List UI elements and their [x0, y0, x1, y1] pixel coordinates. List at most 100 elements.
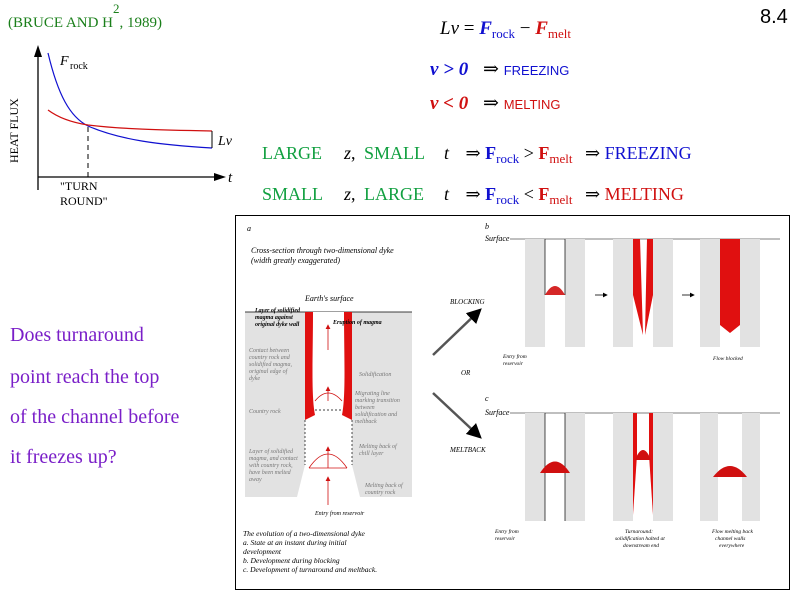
- rule-t-size: SMALL: [364, 143, 426, 163]
- graph-xlabel: t: [228, 170, 233, 186]
- rock-wall-b3-left: [700, 239, 720, 347]
- rule-result: FREEZING: [604, 143, 692, 163]
- citation-year: , 1989): [119, 15, 163, 31]
- layer-label-2: magma against: [255, 315, 293, 321]
- rule-freezing: LARGE z, SMALL t ⇒ Frock > Fmelt ⇒ FREEZIN…: [262, 143, 692, 166]
- melting-country-label-1: Melting back of: [364, 482, 404, 489]
- rule-z-size: SMALL: [262, 184, 324, 204]
- panel-c-label: c: [485, 394, 489, 403]
- migrating-label-1: Migrating line: [354, 391, 390, 397]
- condition-freezing: v > 0 ⇒ FREEZING: [430, 58, 569, 81]
- rock-wall-c3-right: [742, 413, 760, 521]
- or-label: OR: [461, 369, 471, 377]
- contact-label-5: dyke: [249, 376, 260, 382]
- country-rock-label: Country rock: [249, 409, 281, 415]
- rule-arrow1: ⇒: [465, 143, 481, 163]
- rule-melting: SMALL z, LARGE t ⇒ Frock < Fmelt ⇒ MELTING: [262, 184, 684, 207]
- eq-lhs: Lv: [440, 18, 459, 39]
- contact-label-1: Contact between: [249, 348, 289, 354]
- graph-ylabel: HEAT FLUX: [7, 98, 21, 163]
- contact-label-3: solidified magma,: [249, 361, 292, 368]
- channel-walls-b1: [544, 239, 566, 295]
- heat-flux-graph: HEAT FLUX t F rock Lv "TURN ROUND": [7, 45, 233, 208]
- rule-f1: F: [485, 184, 497, 204]
- layer-melt-label-1: Layer of solidified: [248, 448, 294, 455]
- question-line-3: of the channel before: [10, 406, 180, 428]
- slide-number: 8.4: [760, 6, 788, 28]
- entry-c-label-1: Entry from: [494, 528, 519, 535]
- profile-c3: [713, 466, 747, 477]
- rule-f1-sub: rock: [496, 192, 520, 207]
- condition-arrow: ⇒: [483, 93, 499, 114]
- rule-z: z: [344, 143, 352, 163]
- rock-wall-b1-right: [565, 239, 585, 347]
- rule-f2: F: [538, 143, 550, 163]
- graph-turn-label-2: ROUND": [60, 194, 108, 208]
- migrating-label-5: meltback: [355, 419, 377, 425]
- melting-chill-label-1: Melting back of: [358, 443, 398, 450]
- rock-wall-c2-right: [653, 413, 673, 521]
- solidified-b2-right: [645, 239, 653, 335]
- entry-b-label-2: reservoir: [503, 361, 524, 367]
- question-line-4: it freezes up?: [10, 446, 117, 468]
- eq-term1: F: [479, 18, 492, 39]
- layer-melt-label-2: magma, and contact: [249, 456, 298, 462]
- caption-line: b. Development during blocking: [243, 556, 340, 565]
- rule-op: <: [523, 184, 534, 204]
- eruption-label: Eruption of magma: [332, 320, 382, 326]
- solidified-b2-left: [633, 239, 643, 335]
- solidified-b3-right: [730, 239, 740, 333]
- layer-label-3: original dyke wall: [255, 322, 300, 328]
- graph-y-arrow: [34, 45, 42, 57]
- rule-t: t: [444, 184, 450, 204]
- main-equation: Lv = Frock − Fmelt: [440, 18, 571, 42]
- caption-line: a. State at an instant during initial: [243, 538, 347, 547]
- dyke-channel: [297, 312, 360, 497]
- question-line-2: point reach the top: [10, 366, 160, 388]
- layer-melt-label-3: with country rock,: [249, 463, 293, 469]
- solidified-layer-right: [342, 312, 352, 420]
- solidification-label: Solidification: [359, 371, 391, 378]
- profile-c1: [540, 461, 570, 473]
- migrating-label-3: between: [355, 405, 375, 411]
- entry-c-label-2: reservoir: [495, 536, 516, 542]
- caption-line: The evolution of a two-dimensional dyke: [243, 529, 366, 538]
- rule-result: MELTING: [604, 184, 684, 204]
- figure-title-1: Cross-section through two-dimensional dy…: [251, 246, 394, 255]
- rule-f1: F: [485, 143, 497, 163]
- rock-wall-b3-right: [740, 239, 760, 347]
- eq-term1-sub: rock: [491, 26, 516, 41]
- eq-equals: =: [463, 18, 475, 39]
- rock-flux-curve: [47, 52, 213, 149]
- rock-wall-b2-left: [613, 239, 633, 347]
- panel-b-label: b: [485, 222, 489, 231]
- meltback-arrow: [432, 392, 482, 439]
- profile-c2: [635, 450, 651, 460]
- meltback-label: MELTBACK: [449, 446, 486, 454]
- contact-label-2: country rock and: [249, 355, 291, 361]
- flow-melt-label-2: channel walls: [715, 536, 745, 542]
- flow-blocked-label: Flow blocked: [712, 356, 743, 362]
- graph-curve-label-sub: rock: [70, 61, 88, 72]
- condition-lhs: v > 0: [430, 59, 469, 80]
- graph-turn-label-1: "TURN: [60, 179, 98, 193]
- entry-b-label-1: Entry from: [502, 353, 527, 360]
- rule-f2: F: [538, 184, 550, 204]
- citation-superscript: 2: [113, 1, 120, 16]
- solidified-b3-left: [720, 239, 730, 333]
- turn-c-label-2: solidification halted at: [615, 535, 665, 542]
- rock-wall-c2-left: [613, 413, 633, 521]
- condition-result: MELTING: [503, 97, 561, 112]
- turn-c-label-1: Turnaround:: [625, 529, 653, 535]
- blocking-arrow: [432, 308, 482, 356]
- solidified-layer-left: [305, 312, 315, 420]
- dyke-figure: a Cross-section through two-dimensional …: [235, 215, 790, 590]
- rule-arrow2: ⇒: [585, 184, 601, 204]
- flow-melt-label-1: Flow melting back: [711, 529, 753, 535]
- migrating-label-4: solidification and: [355, 411, 398, 418]
- rule-t-size: LARGE: [364, 184, 425, 204]
- flow-melt-label-3: everywhere: [719, 543, 745, 549]
- turn-c-label-3: downstream end: [623, 543, 659, 549]
- layer-melt-label-4: have been melted: [249, 470, 292, 476]
- melting-chill-label-2: chill layer: [359, 451, 384, 457]
